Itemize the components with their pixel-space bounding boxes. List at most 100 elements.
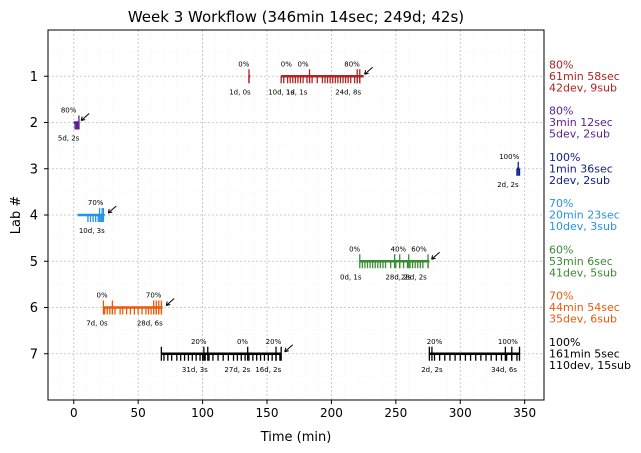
y-tick-label: 5 [30,255,38,270]
summary-line: 44min 54sec [549,301,620,314]
gap-label: 28d, 2s [385,273,411,281]
score-label: 60% [411,245,427,253]
arrow-head [284,347,289,353]
gap-label: 1d, 1s [286,88,308,96]
score-label: 20% [266,338,282,346]
summary-line: 41dev, 5sub [549,266,617,279]
lab-2-track: 80% 5d, 2s [58,107,90,143]
x-tick-label: 50 [131,406,146,420]
score-label: 0% [238,60,249,68]
gap-label: 16d, 2s [255,366,281,374]
summary-line: 53min 6sec [549,255,613,268]
summary-line: 42dev, 9sub [549,81,617,94]
summary-line: 100% [549,151,580,164]
arrow-shaft [284,344,294,353]
gap-label: 2d, 2s [421,366,443,374]
summary-line: 3min 12sec [549,116,613,129]
arrow-head [431,255,436,260]
summary-line: 10dev, 3sub [549,220,617,233]
score-label: 0% [281,60,292,68]
score-label: 0% [349,245,360,253]
summary-line: 161min 5sec [549,347,620,360]
arrow-head [165,301,171,306]
y-axis: 1 2 3 4 5 6 7 [30,70,48,362]
score-label: 20% [191,338,207,346]
gap-label: 1d, 0s [229,88,251,96]
gap-label: 34d, 6s [491,366,517,374]
x-tick-label: 350 [513,406,536,420]
score-label: 100% [498,338,518,346]
summary-line: 61min 58sec [549,70,620,83]
score-label: 40% [391,245,407,253]
x-tick-label: 0 [70,406,78,420]
lab-3-track: 100% 2d, 2s [497,153,521,189]
summary-line: 70% [549,290,573,303]
y-tick-label: 6 [30,301,38,316]
y-axis-label: Lab # [9,196,24,235]
score-label: 20% [427,338,443,346]
summary-line: 5dev, 2sub [549,128,610,141]
lab-7-track: 20% 0% 20% 20% 100% 31d, 3s 27d, 2s 16d, 2s 2d, … [160,338,521,374]
score-label: 80% [344,60,360,68]
gap-label: 27d, 2s [224,366,250,374]
summary-line: 35dev, 6sub [549,313,617,326]
summary-line: 60% [549,243,573,256]
arrow-shaft [364,66,373,75]
x-tick-label: 100 [191,406,214,420]
y-tick-label: 1 [30,70,38,85]
x-axis: 0 50 100 150 200 250 300 350 [70,400,536,420]
score-label: 70% [146,292,162,300]
gap-label: 10d, 3s [79,227,105,235]
chart-title: Week 3 Workflow (346min 14sec; 249d; 42s… [128,8,464,26]
gap-label: 10d, 1s [268,88,294,96]
arrow-shaft [165,298,175,306]
score-label: 0% [97,292,108,300]
score-label: 80% [61,107,77,115]
gap-label: 2d, 2s [497,181,519,189]
lab-6-track: 0% 70% 7d, 0s 28d, 6s [86,292,175,328]
x-axis-label: Time (min) [260,430,332,445]
lab-4-track: 70% 10d, 3s [77,199,117,235]
summary-line: 110dev, 15sub [549,359,631,372]
summary-line: 80% [549,58,573,71]
gap-label: 31d, 3s [182,366,208,374]
summary-line: 70% [549,197,573,210]
x-tick-label: 150 [256,406,279,420]
x-tick-label: 250 [384,406,407,420]
gap-label: 24d, 8s [335,88,361,96]
score-label: 0% [237,338,248,346]
grid-lines [48,30,544,400]
y-tick-label: 3 [30,162,38,177]
summary-line: 20min 23sec [549,209,620,222]
summary-line: 100% [549,336,580,349]
gap-label: 28d, 6s [137,320,163,328]
x-tick-label: 300 [449,406,472,420]
gap-label: 28d, 2s [401,273,427,281]
gap-label: 7d, 0s [86,320,108,328]
arrow-shaft [80,113,90,121]
score-label: 100% [499,153,519,161]
score-label: 70% [88,199,104,207]
gap-label: 5d, 2s [58,135,80,143]
y-tick-label: 4 [30,209,38,224]
summary-line: 2dev, 2sub [549,174,610,187]
arrow-head [364,70,369,75]
summary-line: 1min 36sec [549,162,613,175]
x-tick-label: 200 [320,406,343,420]
arrow-shaft [431,251,440,260]
y-tick-label: 2 [30,116,38,131]
score-label: 0% [298,60,309,68]
arrow-head [107,208,113,214]
